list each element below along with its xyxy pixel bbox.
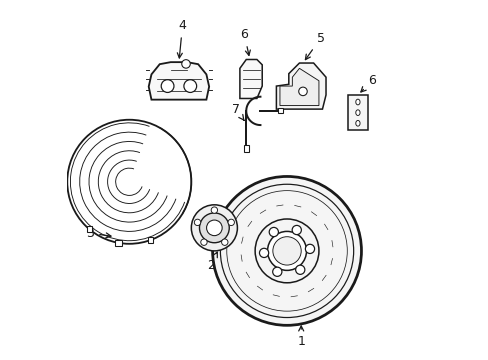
Circle shape [182,60,190,68]
Text: 5: 5 [305,32,324,60]
Bar [86,226,92,232]
Circle shape [269,228,278,237]
Text: 2: 2 [206,252,217,271]
Circle shape [255,219,318,283]
Circle shape [272,267,281,276]
Text: 6: 6 [240,28,250,55]
Circle shape [267,231,306,270]
Circle shape [191,205,237,251]
Circle shape [199,213,229,243]
Circle shape [194,219,200,226]
Ellipse shape [355,99,359,105]
Circle shape [221,239,227,246]
Bar [244,145,248,152]
Ellipse shape [355,110,359,116]
Circle shape [291,225,301,235]
Circle shape [305,244,314,253]
Circle shape [220,184,353,318]
Polygon shape [276,63,325,109]
Circle shape [67,120,191,244]
Bar [147,237,153,243]
Polygon shape [279,68,318,105]
Bar [115,240,122,246]
Circle shape [161,80,174,93]
Text: 3: 3 [86,227,111,240]
Circle shape [295,265,304,274]
Ellipse shape [355,121,359,126]
Text: 4: 4 [177,19,186,58]
Circle shape [212,176,361,325]
Circle shape [259,248,268,257]
Circle shape [226,191,346,311]
Bar [278,108,283,113]
Text: 1: 1 [297,326,305,348]
Text: 7: 7 [231,103,244,121]
Circle shape [206,220,222,236]
Circle shape [201,239,207,246]
Circle shape [227,219,234,226]
Bar [347,95,367,130]
Circle shape [272,237,301,265]
Circle shape [183,80,196,93]
Polygon shape [148,62,209,100]
Circle shape [211,207,217,213]
Text: 6: 6 [360,74,375,92]
Circle shape [298,87,306,96]
Polygon shape [240,59,262,99]
